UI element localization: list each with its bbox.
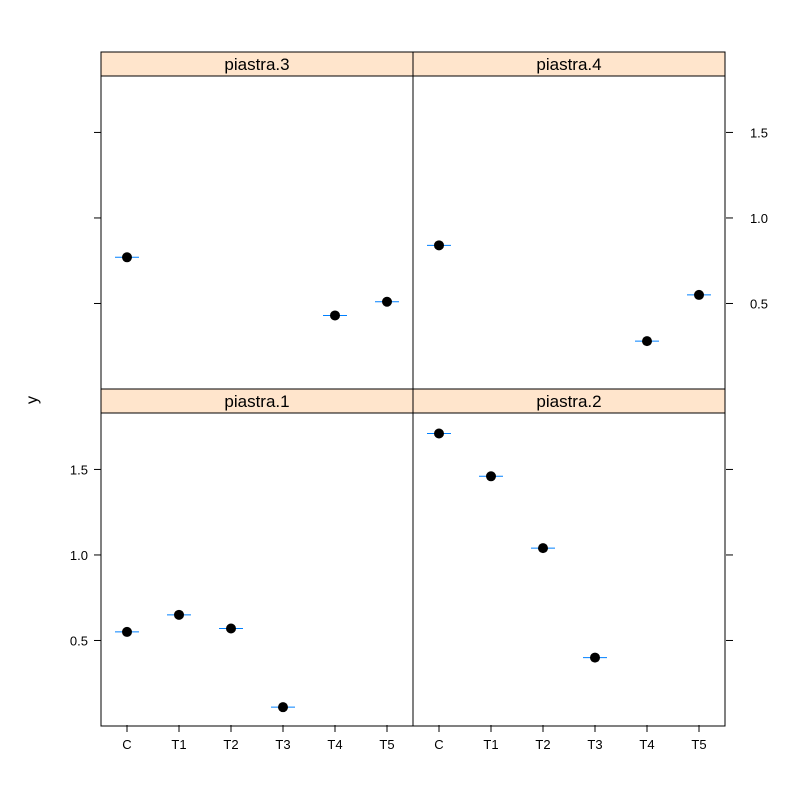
panel-piastra.4: piastra.4 — [412, 51, 726, 390]
data-point — [278, 702, 288, 713]
data-point — [642, 336, 652, 347]
data-point — [122, 252, 132, 263]
data-point — [122, 626, 132, 637]
y-tick-label: 1.5 — [750, 125, 768, 140]
plot-area — [412, 75, 726, 390]
strip-label: piastra.1 — [224, 392, 289, 411]
x-tick-label: T2 — [223, 737, 238, 752]
data-point — [382, 296, 392, 307]
data-point — [174, 609, 184, 620]
y-tick-label: 0.5 — [70, 633, 88, 648]
x-tick-label: T3 — [587, 737, 602, 752]
y-tick-label: 1.5 — [70, 462, 88, 477]
plot-area — [100, 75, 414, 390]
x-tick-label: T4 — [327, 737, 342, 752]
y-axis-title: y — [24, 396, 41, 404]
x-tick-label: C — [434, 737, 443, 752]
data-point — [434, 240, 444, 251]
x-tick-label: T4 — [639, 737, 654, 752]
y-tick-label: 1.0 — [750, 211, 768, 226]
strip-label: piastra.4 — [536, 55, 601, 74]
data-point — [694, 289, 704, 300]
data-point — [590, 652, 600, 663]
panel-piastra.1: piastra.1 — [100, 388, 414, 727]
panel-piastra.3: piastra.3 — [100, 51, 414, 390]
strip-label: piastra.2 — [536, 392, 601, 411]
data-point — [226, 623, 236, 634]
plot-area — [100, 412, 414, 727]
y-tick-label: 0.5 — [750, 296, 768, 311]
x-tick-label: T5 — [691, 737, 706, 752]
x-tick-label: T5 — [379, 737, 394, 752]
data-point — [434, 428, 444, 439]
x-tick-label: T3 — [275, 737, 290, 752]
plot-area — [412, 412, 726, 727]
x-tick-label: T2 — [535, 737, 550, 752]
strip-piastra.4 — [412, 51, 726, 77]
x-tick-label: C — [122, 737, 131, 752]
strip-label: piastra.3 — [224, 55, 289, 74]
strip-piastra.3 — [100, 51, 414, 77]
x-tick-label: T1 — [483, 737, 498, 752]
y-tick-label: 1.0 — [70, 548, 88, 563]
data-point — [538, 543, 548, 554]
data-point — [330, 310, 340, 321]
x-tick-label: T1 — [171, 737, 186, 752]
data-point — [486, 471, 496, 482]
panel-piastra.2: piastra.2 — [412, 388, 726, 727]
strip-piastra.2 — [412, 388, 726, 414]
